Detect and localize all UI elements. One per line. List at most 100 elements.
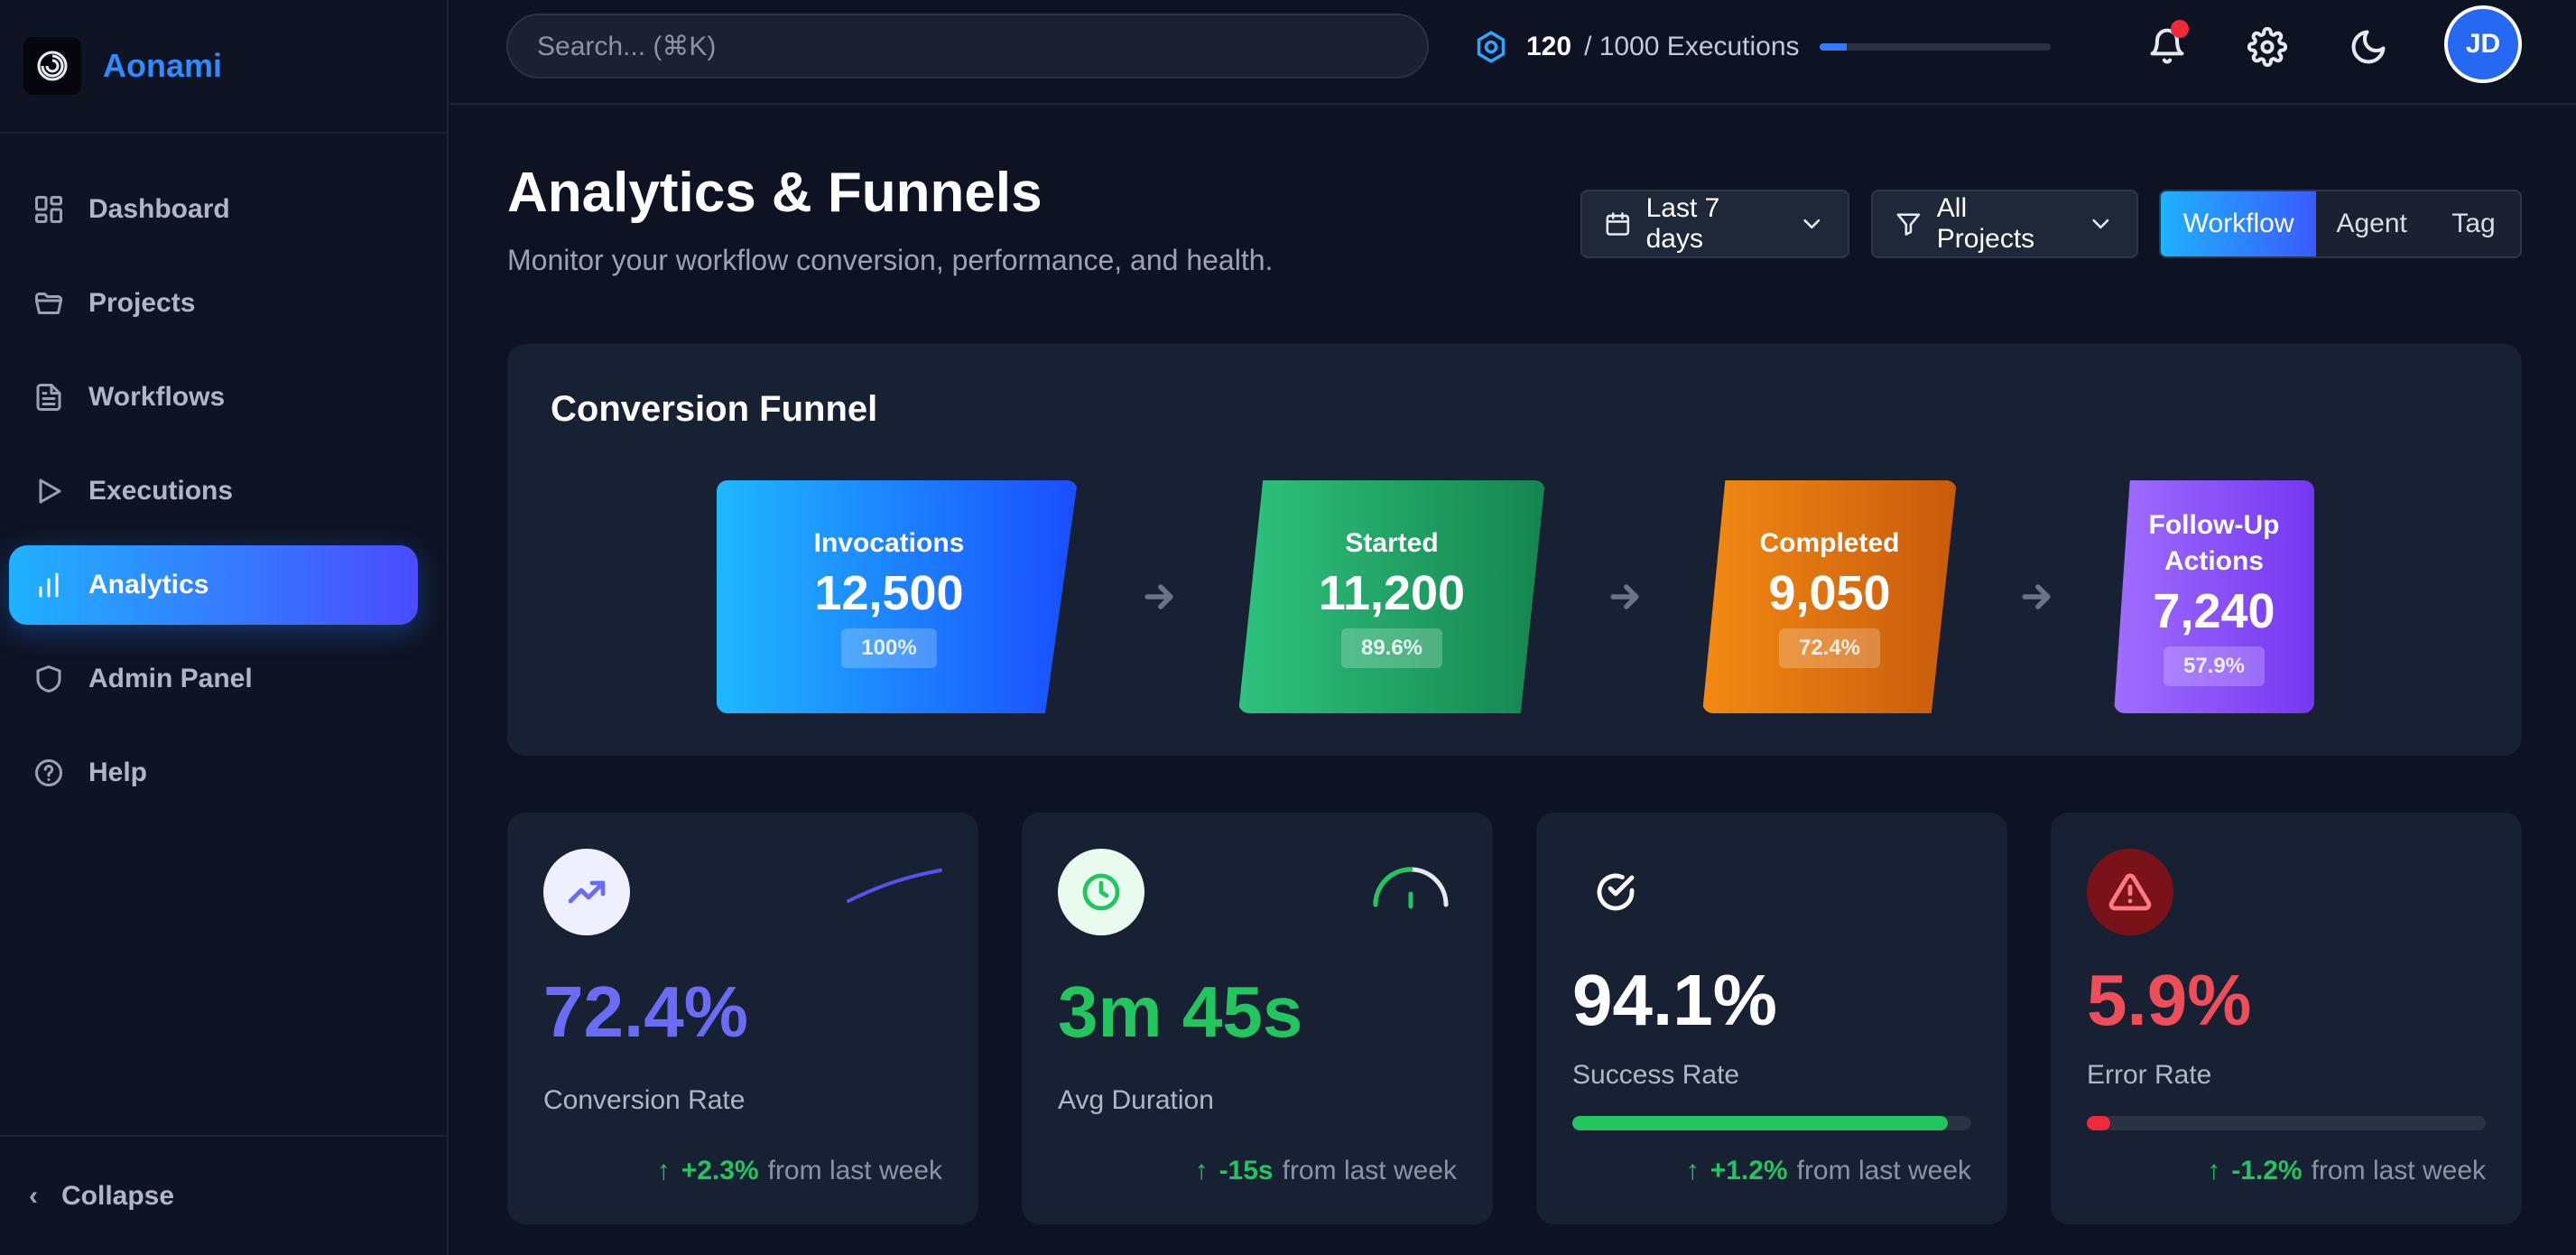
sidebar-item-label: Help xyxy=(88,758,148,787)
theme-toggle-button[interactable] xyxy=(2341,20,2395,74)
funnel-stage-started[interactable]: Started 11,200 89.6% xyxy=(1238,480,1545,713)
metric-label: Conversion Rate xyxy=(543,1085,746,1115)
tab-tag[interactable]: Tag xyxy=(2451,209,2496,238)
success-rate-bar xyxy=(1572,1116,1971,1130)
arrow-up-icon: ↑ xyxy=(1194,1156,1209,1185)
metric-card-error-rate: 5.9% Error Rate ↑ -1.2% from last week xyxy=(2051,813,2522,1224)
sidebar-nav: Dashboard Projects Workflows Executions … xyxy=(0,134,447,813)
chevron-left-icon: ‹ xyxy=(29,1180,38,1211)
funnel-stage-value: 11,200 xyxy=(1318,566,1466,620)
bar-chart-icon xyxy=(31,567,67,603)
settings-button[interactable] xyxy=(2240,20,2294,74)
tab-workflow[interactable]: Workflow xyxy=(2161,191,2317,256)
funnel-stage-percent: 57.9% xyxy=(2163,646,2266,686)
sidebar-item-label: Dashboard xyxy=(88,194,230,224)
funnel-stage-shape xyxy=(1238,480,1545,713)
metric-since: from last week xyxy=(2311,1156,2486,1185)
funnel-stage-value: 12,500 xyxy=(814,566,964,620)
check-circle-icon xyxy=(1572,849,1659,935)
metric-delta: +2.3% xyxy=(681,1156,759,1185)
sidebar: Aonami Dashboard Projects Workflows Exec… xyxy=(0,0,449,1255)
metric-value: 5.9% xyxy=(2087,960,2252,1040)
funnel-stage-percent: 100% xyxy=(841,628,937,668)
project-filter-label: All Projects xyxy=(1936,193,2035,254)
metric-card-success-rate: 94.1% Success Rate ↑ +1.2% from last wee… xyxy=(1536,813,2007,1224)
funnel-stage-value: 7,240 xyxy=(2153,584,2275,638)
metric-delta: -1.2% xyxy=(2231,1156,2303,1185)
executions-progress-bar xyxy=(1819,43,2051,51)
bell-icon xyxy=(2150,28,2184,64)
arrow-up-icon: ↑ xyxy=(2207,1156,2221,1185)
search-placeholder: Search... (⌘K) xyxy=(537,31,717,61)
sidebar-item-label: Executions xyxy=(88,476,234,506)
funnel-stage-name: Completed xyxy=(1759,528,1900,558)
metric-delta: +1.2% xyxy=(1710,1156,1788,1185)
project-select[interactable]: All Projects xyxy=(1871,190,2138,258)
sidebar-item-dashboard[interactable]: Dashboard xyxy=(9,170,418,249)
filter-icon xyxy=(1896,213,1921,236)
metric-value: 72.4% xyxy=(543,971,748,1052)
avatar[interactable]: JD xyxy=(2444,5,2522,83)
funnel-stage-percent: 72.4% xyxy=(1778,628,1881,668)
sidebar-item-label: Projects xyxy=(88,288,196,318)
tab-agent[interactable]: Agent xyxy=(2336,209,2407,238)
clock-icon xyxy=(1058,849,1144,935)
metric-value: 3m 45s xyxy=(1058,971,1303,1052)
moon-icon xyxy=(2351,30,2386,64)
metric-label: Avg Duration xyxy=(1058,1085,1214,1115)
metric-card-avg-duration: 3m 45s Avg Duration ↑ -15s from last wee… xyxy=(1022,813,1493,1224)
executions-used: 120 xyxy=(1526,32,1572,61)
funnel-stage-invocations[interactable]: Invocations 12,500 100% xyxy=(717,480,1078,713)
metric-change: ↑ +2.3% from last week xyxy=(657,1156,942,1186)
conversion-funnel-card: Conversion Funnel Invocations 12,500 100… xyxy=(507,344,2522,756)
metric-since: from last week xyxy=(1282,1156,1457,1185)
executions-progress-fill xyxy=(1819,43,1848,51)
executions-total: / 1000 Executions xyxy=(1584,32,1800,61)
funnel-stage-completed[interactable]: Completed 9,050 72.4% xyxy=(1702,480,1957,713)
metric-change: ↑ -15s from last week xyxy=(1195,1156,1457,1186)
arrow-right-icon xyxy=(1139,577,1179,617)
date-range-label: Last 7 days xyxy=(1645,193,1720,254)
gauge-icon xyxy=(1373,867,1449,909)
collapse-button[interactable]: ‹ Collapse xyxy=(0,1135,447,1255)
shield-icon xyxy=(31,661,67,697)
arrow-up-icon: ↑ xyxy=(656,1156,671,1185)
dashboard-grid-icon xyxy=(31,191,67,228)
sidebar-item-label: Admin Panel xyxy=(88,664,253,693)
notifications-button[interactable] xyxy=(2140,20,2194,74)
folder-icon xyxy=(31,285,67,321)
search-input[interactable]: Search... (⌘K) xyxy=(506,14,1429,79)
view-segmented-control: Workflow Agent Tag xyxy=(2159,190,2522,258)
page-title: Analytics & Funnels xyxy=(507,162,1042,224)
funnel-stage-name: Started xyxy=(1345,528,1439,558)
chevron-down-icon xyxy=(1803,218,1821,229)
metric-since: from last week xyxy=(767,1156,942,1185)
error-rate-bar-fill xyxy=(2087,1116,2111,1130)
metric-since: from last week xyxy=(1796,1156,1971,1185)
arrow-up-icon: ↑ xyxy=(1685,1156,1700,1185)
sidebar-item-analytics[interactable]: Analytics xyxy=(9,545,418,625)
sidebar-item-label: Workflows xyxy=(88,382,226,412)
chevron-down-icon xyxy=(2092,218,2109,229)
sidebar-item-workflows[interactable]: Workflows xyxy=(9,358,418,437)
metric-value: 94.1% xyxy=(1572,960,1777,1040)
sidebar-item-executions[interactable]: Executions xyxy=(9,451,418,531)
funnel-title: Conversion Funnel xyxy=(551,389,878,429)
page-subtitle: Monitor your workflow conversion, perfor… xyxy=(507,244,1274,276)
document-icon xyxy=(31,379,67,415)
collapse-label: Collapse xyxy=(61,1180,175,1211)
brand[interactable]: Aonami xyxy=(0,0,447,134)
notification-dot xyxy=(2171,20,2189,38)
sidebar-item-admin-panel[interactable]: Admin Panel xyxy=(9,639,418,719)
metric-delta: -15s xyxy=(1219,1156,1274,1185)
funnel-stage-follow-up-actions[interactable]: Follow-Up Actions 7,240 57.9% xyxy=(2114,480,2314,713)
metric-change: ↑ +1.2% from last week xyxy=(1686,1156,1971,1186)
error-rate-bar xyxy=(2087,1116,2486,1130)
sidebar-item-help[interactable]: Help xyxy=(9,733,418,813)
sidebar-item-projects[interactable]: Projects xyxy=(9,264,418,343)
metric-change: ↑ -1.2% from last week xyxy=(2207,1156,2486,1186)
play-icon xyxy=(31,473,67,509)
funnel-stage-shape xyxy=(1702,480,1957,713)
topbar: Search... (⌘K) 120 / 1000 Executions JD xyxy=(450,0,2576,105)
date-range-select[interactable]: Last 7 days xyxy=(1580,190,1849,258)
